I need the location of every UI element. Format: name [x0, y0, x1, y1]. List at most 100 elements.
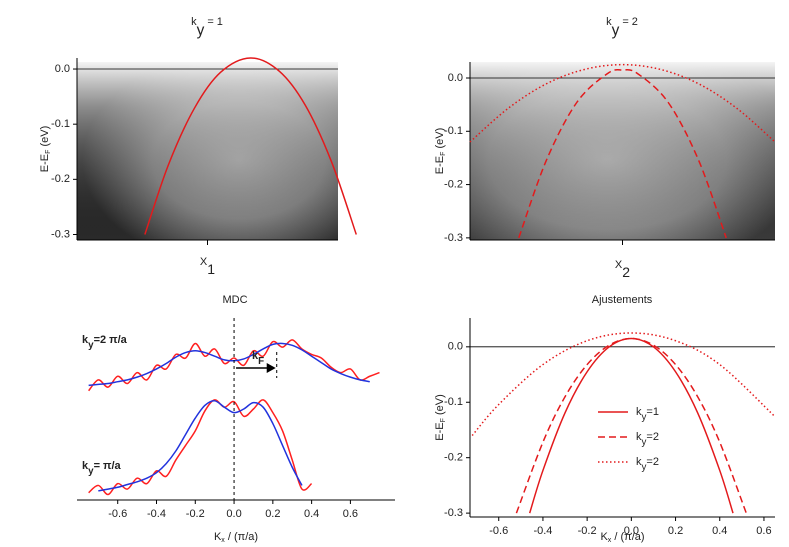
- legend-label-part: =1: [646, 406, 659, 418]
- chart-title-part: = 2: [619, 16, 638, 28]
- x-tick-label: -0.4: [533, 525, 552, 537]
- chart-title-part: k: [191, 16, 197, 28]
- annotation: ky=2 π/a: [82, 334, 128, 351]
- y-axis-label-part: E-E: [434, 156, 446, 174]
- x-axis-label: Kx / (π/a): [600, 531, 644, 544]
- x-axis-label-part: / (π/a): [611, 531, 644, 543]
- y-tick-label: -0.1: [444, 396, 463, 408]
- chart-title: Ajustements: [592, 294, 653, 306]
- y-tick-label: 0.0: [448, 341, 463, 353]
- y-tick-label: 0.0: [55, 63, 70, 75]
- x-tick-label: -0.2: [186, 508, 205, 520]
- x-axis-label-part: X: [615, 259, 623, 271]
- legend-label-part: k: [636, 406, 642, 418]
- chart-title-part: k: [606, 16, 612, 28]
- annotation-part: = π/a: [94, 460, 122, 472]
- y-tick-label: -0.2: [51, 173, 70, 185]
- curve: [98, 400, 303, 492]
- y-tick-label: -0.3: [444, 507, 463, 519]
- x-axis-label-part: 2: [622, 264, 630, 280]
- y-tick-label: -0.1: [444, 125, 463, 137]
- chart-title-part: y: [197, 22, 205, 39]
- legend-label-part: =2: [646, 456, 659, 468]
- x-tick-label: 0.4: [712, 525, 727, 537]
- chart-title-part: y: [612, 22, 620, 39]
- chart-title-part: = 1: [204, 16, 223, 28]
- legend-label-part: k: [636, 431, 642, 443]
- x-tick-label: 0.0: [624, 525, 639, 537]
- legend-label: ky=2: [636, 456, 659, 473]
- y-axis-label-part: E-E: [39, 154, 51, 172]
- curve: [469, 63, 776, 143]
- annotation-part: k: [82, 334, 89, 346]
- chart-title: MDC: [222, 294, 247, 306]
- x-axis-label: X2: [615, 259, 630, 280]
- legend-label-part: k: [636, 456, 642, 468]
- legend-label-part: y: [642, 462, 647, 473]
- x-tick-label: 0.0: [226, 508, 241, 520]
- x-axis-label: X1: [200, 256, 215, 277]
- chart-title: ky = 1: [191, 16, 223, 39]
- chart-title: ky = 2: [606, 16, 638, 39]
- x-tick-label: 0.6: [343, 508, 358, 520]
- x-axis-label-part: K: [214, 531, 222, 543]
- x-axis-label-part: 1: [207, 261, 215, 277]
- curve: [88, 339, 380, 392]
- x-axis-label-part: / (π/a): [225, 531, 258, 543]
- y-axis-label-part: E-E: [434, 422, 446, 440]
- x-tick-label: 0.6: [756, 525, 771, 537]
- y-tick-label: -0.2: [444, 452, 463, 464]
- x-axis-label: Kx / (π/a): [214, 531, 258, 544]
- legend-label: ky=2: [636, 431, 659, 448]
- x-axis-label-part: x: [608, 537, 612, 544]
- y-axis-label: E-EF (eV): [39, 126, 52, 172]
- y-tick-label: -0.3: [444, 232, 463, 244]
- y-axis-label-part: F: [440, 152, 447, 156]
- annotation: kF: [252, 350, 264, 367]
- curve: [144, 57, 357, 235]
- x-axis-label-part: x: [221, 537, 225, 544]
- y-axis-label-part: (eV): [434, 394, 446, 418]
- legend-label-part: y: [642, 437, 647, 448]
- x-tick-label: -0.6: [489, 525, 508, 537]
- y-tick-label: -0.3: [51, 228, 70, 240]
- curve: [471, 332, 776, 437]
- y-axis-label-part: F: [45, 150, 52, 154]
- x-axis-label-part: K: [600, 531, 608, 543]
- x-tick-label: -0.4: [147, 508, 166, 520]
- curve: [515, 337, 747, 514]
- y-axis-label-part: (eV): [39, 126, 51, 150]
- legend-label-part: y: [642, 412, 647, 423]
- spectrum-image-overlay: [77, 62, 338, 240]
- y-axis-label-part: F: [440, 418, 447, 422]
- x-tick-label: 0.2: [668, 525, 683, 537]
- kf-arrow-head: [266, 363, 276, 373]
- y-axis-label: E-EF (eV): [434, 128, 447, 174]
- y-axis-label: E-EF (eV): [434, 394, 447, 440]
- y-tick-label: -0.2: [444, 178, 463, 190]
- y-axis-label-part: (eV): [434, 128, 446, 152]
- x-tick-label: 0.4: [304, 508, 319, 520]
- legend-label: ky=1: [636, 406, 659, 423]
- annotation-part: y: [88, 340, 94, 351]
- annotation-part: k: [82, 460, 89, 472]
- annotation-part: F: [258, 356, 264, 367]
- annotation: ky= π/a: [82, 460, 122, 477]
- curve: [88, 342, 370, 387]
- legend-label-part: =2: [646, 431, 659, 443]
- x-axis-label-part: X: [200, 256, 208, 268]
- y-tick-label: -0.1: [51, 118, 70, 130]
- curve: [88, 399, 313, 496]
- annotation-part: k: [252, 350, 259, 362]
- x-tick-label: -0.2: [578, 525, 597, 537]
- annotation-part: =2 π/a: [94, 334, 128, 346]
- curve: [518, 68, 727, 239]
- annotation-part: y: [88, 466, 94, 477]
- x-tick-label: -0.6: [108, 508, 127, 520]
- curve: [528, 337, 734, 514]
- x-tick-label: 0.2: [265, 508, 280, 520]
- y-tick-label: 0.0: [448, 72, 463, 84]
- spectrum-image-overlay: [470, 62, 775, 240]
